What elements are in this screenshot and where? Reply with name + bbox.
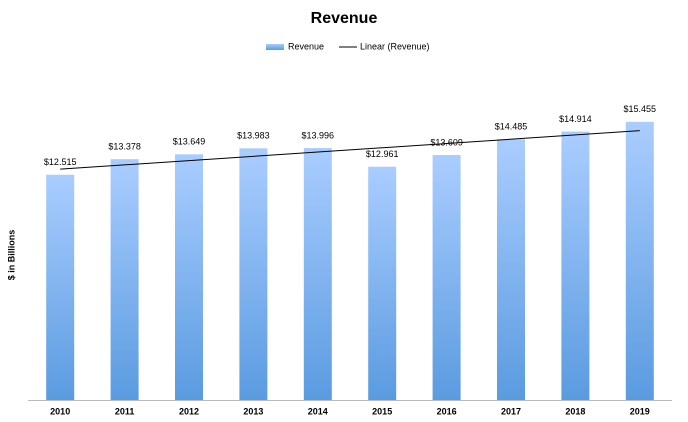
bar	[625, 121, 654, 400]
x-tick-label: 2013	[243, 406, 263, 416]
data-label: $13.649	[173, 137, 206, 147]
x-tick-label: 2011	[115, 406, 135, 416]
bar	[46, 174, 75, 400]
bar	[175, 154, 203, 400]
x-tick-label: 2018	[565, 406, 585, 416]
bar	[239, 148, 268, 400]
x-tick-label: 2015	[372, 406, 392, 416]
data-label: $12.961	[366, 149, 399, 159]
bar	[432, 155, 461, 400]
legend-label: Linear (Revenue)	[360, 41, 430, 51]
bar	[561, 131, 590, 400]
bar	[303, 148, 332, 400]
legend-label: Revenue	[288, 41, 324, 51]
data-label: $13.996	[302, 130, 335, 140]
x-tick-label: 2016	[437, 406, 457, 416]
data-label: $13.609	[430, 137, 463, 147]
x-tick-label: 2010	[50, 406, 70, 416]
data-label: $12.515	[44, 157, 77, 167]
data-label: $15.455	[624, 104, 657, 114]
bar	[497, 139, 525, 400]
bar	[368, 166, 397, 400]
bar	[110, 159, 139, 400]
data-label: $14.485	[495, 122, 528, 132]
x-tick-label: 2019	[630, 406, 650, 416]
data-label: $14.914	[559, 114, 592, 124]
legend-swatch	[266, 44, 284, 50]
data-label: $13.378	[108, 142, 141, 152]
data-label: $13.983	[237, 131, 270, 141]
x-tick-label: 2012	[179, 406, 199, 416]
y-axis-label: $ in Billions	[6, 230, 16, 281]
trendline	[60, 130, 640, 170]
x-tick-label: 2017	[501, 406, 521, 416]
chart-title: Revenue	[311, 10, 378, 27]
x-tick-label: 2014	[308, 406, 328, 416]
